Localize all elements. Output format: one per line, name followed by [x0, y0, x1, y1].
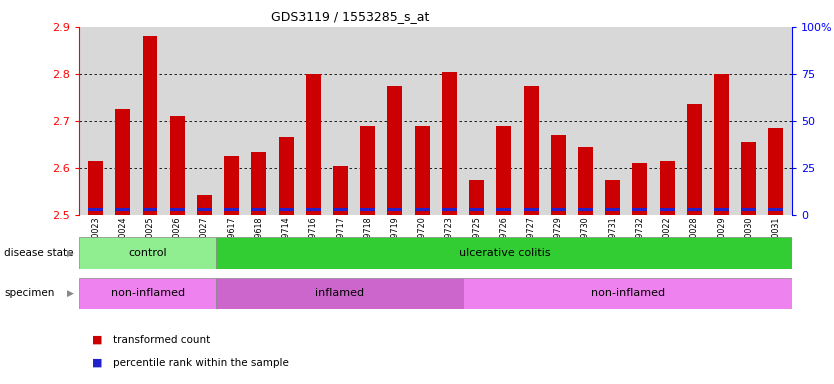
Text: ulcerative colitis: ulcerative colitis [459, 248, 550, 258]
Bar [605, 207, 620, 211]
Bar [632, 163, 647, 215]
Bar [524, 207, 539, 211]
Bar [279, 137, 294, 215]
Bar [496, 207, 511, 211]
Bar [216, 237, 792, 269]
Bar [714, 74, 729, 215]
Bar [578, 207, 593, 211]
Bar [88, 207, 103, 211]
Text: non-inflamed: non-inflamed [590, 288, 665, 298]
Bar [578, 147, 593, 215]
Bar [79, 237, 216, 269]
Bar [197, 207, 212, 211]
Text: ■: ■ [92, 335, 103, 345]
Bar [414, 207, 430, 211]
Bar [388, 207, 403, 211]
Bar [388, 86, 403, 215]
Text: non-inflamed: non-inflamed [111, 288, 185, 298]
Bar [442, 71, 457, 215]
Bar [279, 207, 294, 211]
Bar [687, 104, 701, 215]
Bar [333, 207, 348, 211]
Bar [550, 207, 565, 211]
Bar [224, 207, 239, 211]
Text: disease state: disease state [4, 248, 73, 258]
Bar [442, 207, 457, 211]
Bar [660, 161, 675, 215]
Bar [115, 207, 130, 211]
Bar [741, 142, 756, 215]
Bar [143, 207, 158, 211]
Bar [632, 207, 647, 211]
Bar [216, 278, 463, 309]
Bar [143, 36, 158, 215]
Text: specimen: specimen [4, 288, 54, 298]
Bar [79, 278, 216, 309]
Bar [469, 180, 484, 215]
Bar [605, 180, 620, 215]
Bar [115, 109, 130, 215]
Bar [197, 195, 212, 215]
Bar [360, 126, 375, 215]
Bar [306, 207, 321, 211]
Text: ▶: ▶ [67, 289, 73, 298]
Bar [251, 152, 266, 215]
Bar [333, 166, 348, 215]
Text: ▶: ▶ [67, 248, 73, 258]
Bar [741, 207, 756, 211]
Text: ■: ■ [92, 358, 103, 368]
Text: inflamed: inflamed [315, 288, 364, 298]
Bar [414, 126, 430, 215]
Bar [170, 116, 184, 215]
Bar [550, 135, 565, 215]
Bar [224, 156, 239, 215]
Bar [714, 207, 729, 211]
Text: control: control [128, 248, 167, 258]
Text: percentile rank within the sample: percentile rank within the sample [113, 358, 289, 368]
Bar [660, 207, 675, 211]
Bar [687, 207, 701, 211]
Text: transformed count: transformed count [113, 335, 210, 345]
Bar [496, 126, 511, 215]
Bar [88, 161, 103, 215]
Bar [768, 128, 783, 215]
Bar [469, 207, 484, 211]
Text: GDS3119 / 1553285_s_at: GDS3119 / 1553285_s_at [271, 10, 430, 23]
Bar [524, 86, 539, 215]
Bar [170, 207, 184, 211]
Bar [463, 278, 792, 309]
Bar [306, 74, 321, 215]
Bar [251, 207, 266, 211]
Bar [360, 207, 375, 211]
Bar [768, 207, 783, 211]
